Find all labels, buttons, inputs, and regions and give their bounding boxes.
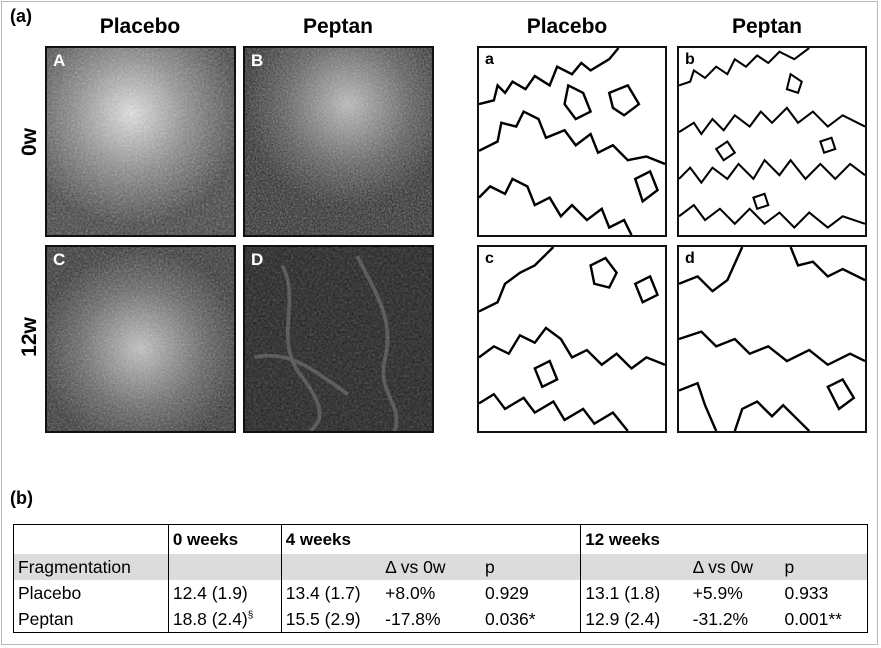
fragmentation-table: 0 weeks 4 weeks 12 weeks Fragmentation Δ… <box>13 524 868 633</box>
header-12-weeks: 12 weeks <box>580 524 689 554</box>
delta-4w: -17.8% <box>385 608 441 629</box>
panel-letter: d <box>685 250 695 267</box>
footnote-mark: § <box>247 609 254 621</box>
col-header-placebo-images: Placebo <box>99 15 181 38</box>
panel-a-label: (a) <box>10 6 32 26</box>
image-panel-peptan-0w: B <box>243 46 434 237</box>
value-4w: 13.4 (1.7) <box>280 580 382 606</box>
table-row: Peptan 18.8 (2.4)§ 15.5 (2.9) -17.8% 0.0… <box>14 606 868 633</box>
panel-letter: B <box>251 51 264 70</box>
outline-panel-placebo-0w: a <box>477 46 667 237</box>
p-4w: 0.036* <box>485 608 536 629</box>
microscopy-texture <box>245 48 432 235</box>
delta-12w: +5.9% <box>692 582 743 603</box>
microscopy-texture <box>245 247 432 431</box>
outline-panel-peptan-0w: b <box>677 46 867 237</box>
col-header-peptan-outlines: Peptan <box>731 15 802 38</box>
p-4w-header: p <box>481 554 581 580</box>
value-12w: 12.9 (2.4) <box>580 606 689 633</box>
panel-letter: D <box>251 250 264 269</box>
group-label: Peptan <box>18 608 74 629</box>
value-12w: 13.1 (1.8) <box>580 580 689 606</box>
p-12w: 0.001** <box>784 608 842 629</box>
col-header-placebo-outlines: Placebo <box>526 15 608 38</box>
table-row: Placebo 12.4 (1.9) 13.4 (1.7) +8.0% 0.92… <box>14 580 868 606</box>
p-4w: 0.929 <box>485 582 529 603</box>
panel-letter: A <box>53 51 66 70</box>
panel-b-label: (b) <box>10 488 33 508</box>
microscopy-texture <box>47 247 234 431</box>
fragmentation-outline <box>679 48 865 229</box>
delta-12w-header: Δ vs 0w <box>688 554 781 580</box>
value-4w: 15.5 (2.9) <box>280 606 382 633</box>
header-4-weeks: 4 weeks <box>280 524 382 554</box>
outline-panel-placebo-12w: c <box>477 245 667 433</box>
col-header-peptan-images: Peptan <box>302 15 373 38</box>
p-12w-header: p <box>780 554 868 580</box>
group-label: Placebo <box>18 582 82 603</box>
value-0w: 12.4 (1.9) <box>172 582 248 603</box>
fragmentation-outline <box>479 247 665 431</box>
value-0w: 18.8 (2.4) <box>172 608 248 629</box>
fragmentation-outline <box>679 247 865 431</box>
delta-12w: -31.2% <box>692 608 749 629</box>
panel-letter: c <box>485 250 494 267</box>
metric-label: Fragmentation <box>13 554 169 580</box>
microscopy-texture <box>47 48 234 235</box>
fragmentation-outline <box>479 48 665 235</box>
p-12w: 0.933 <box>784 582 829 603</box>
image-panel-placebo-0w: A <box>45 46 236 237</box>
header-0-weeks: 0 weeks <box>167 524 282 554</box>
header-empty <box>14 525 169 555</box>
delta-4w-header: Δ vs 0w <box>381 554 481 580</box>
image-panel-placebo-12w: C <box>45 245 236 433</box>
image-panel-peptan-12w: D <box>243 245 434 433</box>
table-header-row: 0 weeks 4 weeks 12 weeks <box>14 524 868 555</box>
panel-letter: a <box>485 51 494 68</box>
table-subheader-row: Fragmentation Δ vs 0w p Δ vs 0w p <box>13 554 868 580</box>
delta-4w: +8.0% <box>385 582 436 603</box>
panel-letter: C <box>53 250 66 269</box>
outline-panel-peptan-12w: d <box>677 245 867 433</box>
row-header-12w: 12w <box>18 317 41 357</box>
panel-letter: b <box>685 51 695 68</box>
row-header-0w: 0w <box>18 128 41 157</box>
